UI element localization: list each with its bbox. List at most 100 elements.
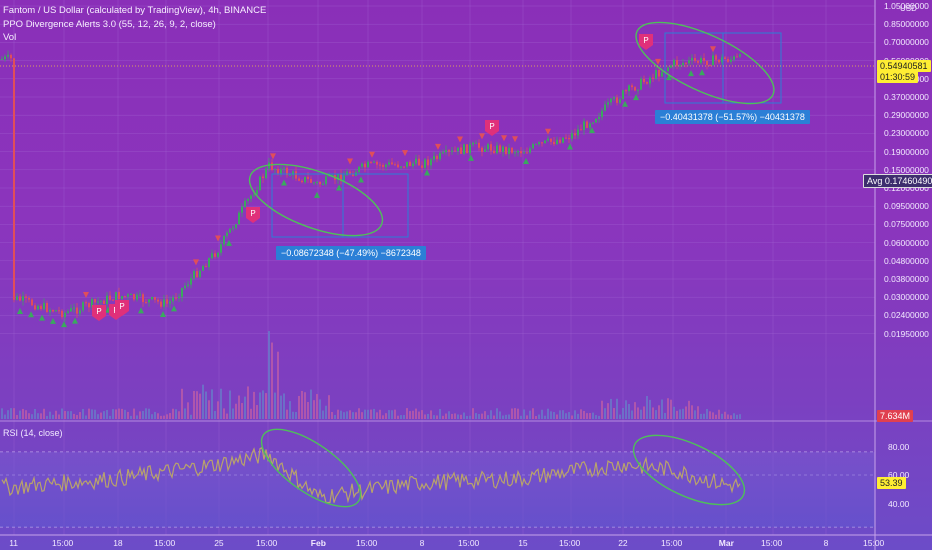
volume-bar	[472, 408, 474, 419]
candle-body	[292, 171, 294, 175]
avg-label: Avg	[867, 176, 883, 186]
sell-signal-marker	[512, 136, 518, 143]
buy-signal-marker	[622, 100, 628, 107]
buy-signal-marker	[589, 127, 595, 134]
candle-body	[172, 297, 174, 302]
candle-body	[646, 82, 648, 84]
candle-body	[514, 152, 516, 154]
divergence-p-marker	[246, 207, 260, 223]
divergence-p-label: P	[489, 122, 494, 131]
candle-body	[376, 161, 378, 165]
price-tick-label: 0.03800000	[884, 274, 929, 284]
candle-body	[79, 310, 81, 314]
volume-bar	[127, 411, 129, 419]
buy-signal-marker	[160, 311, 166, 318]
volume-bar	[136, 415, 138, 419]
volume-bar	[439, 409, 441, 419]
volume-bar	[694, 410, 696, 419]
volume-bar	[46, 415, 48, 419]
volume-bar	[514, 408, 516, 419]
candle-body	[31, 299, 33, 306]
candle-body	[115, 291, 117, 301]
candle-body	[214, 253, 216, 257]
candle-body	[217, 252, 219, 257]
candle-body	[643, 78, 645, 83]
volume-bar	[346, 411, 348, 419]
measure-label-1[interactable]: −0.08672348 (−47.49%) −8672348	[276, 246, 426, 260]
candle-body	[682, 62, 684, 66]
volume-bar	[586, 413, 588, 419]
volume-bar	[187, 402, 189, 419]
sell-signal-marker	[501, 135, 507, 142]
sell-signal-marker	[193, 259, 199, 266]
candle-body	[10, 54, 12, 59]
candle-body	[160, 301, 162, 307]
volume-bar	[118, 408, 120, 419]
volume-bar	[433, 415, 435, 419]
candle-body	[70, 308, 72, 312]
volume-bar	[178, 411, 180, 419]
volume-bar	[196, 391, 198, 419]
volume-bar	[316, 394, 318, 419]
candle-body	[484, 149, 486, 152]
time-tick-label: 15:00	[559, 538, 581, 548]
candle-body	[193, 271, 195, 279]
candle-body	[481, 147, 483, 152]
candle-body	[724, 57, 726, 60]
volume-bar	[667, 398, 669, 419]
time-tick-label: Feb	[310, 538, 326, 548]
candle-body	[391, 162, 393, 165]
candle-body	[43, 302, 45, 310]
candle-body	[289, 174, 291, 176]
volume-bar	[289, 401, 291, 419]
volume-bar	[160, 415, 162, 419]
divergence-p-marker	[485, 120, 499, 136]
candle-body	[532, 144, 534, 149]
volume-bar	[214, 410, 216, 419]
time-tick-label: 18	[113, 538, 123, 548]
candle-body	[565, 137, 567, 139]
volume-bar	[634, 402, 636, 419]
candle-body	[523, 152, 525, 154]
buy-signal-marker	[633, 94, 639, 101]
sell-signal-marker	[270, 153, 276, 160]
candle-body	[679, 65, 681, 67]
volume-bar	[625, 400, 627, 419]
candle-body	[205, 266, 207, 268]
candle-body	[397, 164, 399, 168]
volume-bar	[313, 400, 315, 419]
rsi-tick-label: 80.00	[888, 442, 910, 452]
candle-body	[55, 310, 57, 312]
volume-bar	[91, 409, 93, 419]
candle-body	[658, 70, 660, 77]
volume-bar	[220, 388, 222, 419]
candle-body	[739, 54, 741, 57]
volume-bar	[358, 408, 360, 419]
candle-body	[736, 56, 738, 58]
measure-label-2[interactable]: −0.40431378 (−51.57%) −40431378	[655, 110, 810, 124]
volume-bar	[565, 413, 567, 419]
candle-body	[103, 300, 105, 305]
volume-bar	[145, 408, 147, 419]
candle-body	[316, 181, 318, 183]
candle-body	[232, 227, 234, 229]
price-tick-label: 0.15000000	[884, 164, 929, 175]
time-tick-label: 25	[214, 538, 224, 548]
candle-body	[433, 155, 435, 160]
candle-body	[262, 176, 264, 179]
volume-tag: 7.634M	[877, 410, 914, 422]
volume-bar	[532, 408, 534, 419]
time-tick-label: 15:00	[761, 538, 783, 548]
volume-bar	[79, 412, 81, 419]
volume-bar	[280, 395, 282, 419]
candle-body	[583, 121, 585, 131]
candles	[1, 50, 741, 322]
candle-body	[313, 182, 315, 184]
volume-bar	[106, 409, 108, 419]
time-tick-label: 15:00	[356, 538, 378, 548]
candle-body	[40, 305, 42, 310]
volume-bar	[712, 412, 714, 419]
price-tick-label: 0.07500000	[884, 219, 929, 230]
volume-bar	[553, 412, 555, 419]
